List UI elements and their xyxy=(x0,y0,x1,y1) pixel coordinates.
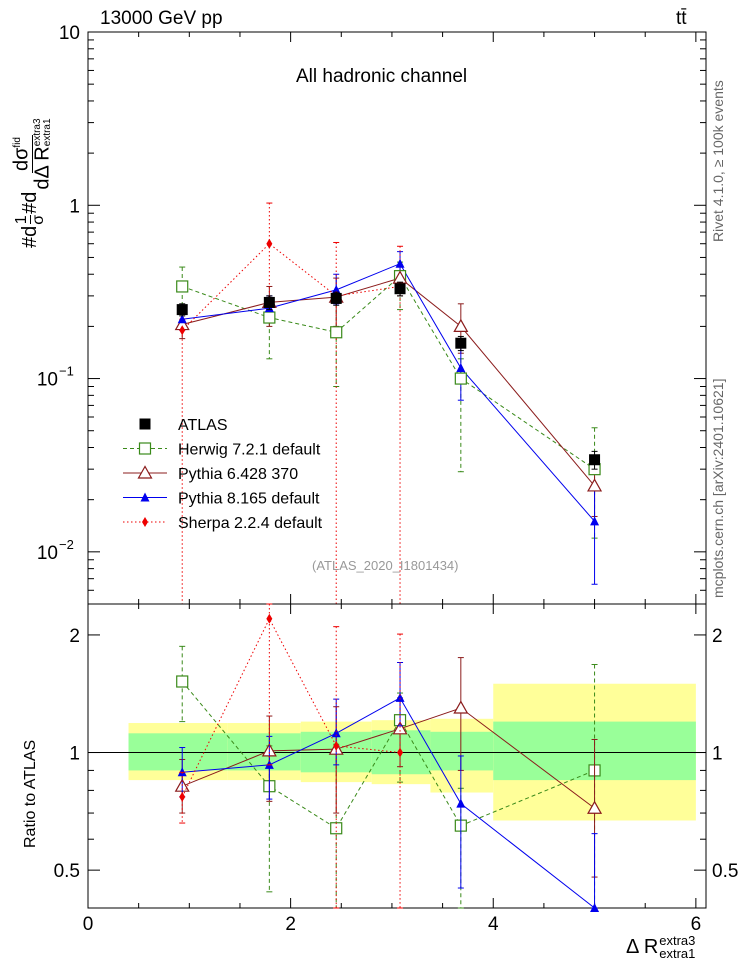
ylabel-num: dσ xyxy=(10,147,33,172)
ratio-y-axis-label: Ratio to ATLAS xyxy=(22,739,39,848)
ratio-axes-box xyxy=(87,603,707,909)
ylabel-den: dΔ R xyxy=(30,146,53,190)
legend-entry-sherpa-2-2-4-default: Sherpa 2.2.4 default xyxy=(123,515,323,532)
sherpa-2-2-4-default-line xyxy=(181,243,401,331)
pythia-6-428-370-ratio-point xyxy=(392,721,408,735)
legend-label: Pythia 6.428 370 xyxy=(178,466,298,483)
ratio-plot-frame xyxy=(87,603,707,912)
main-plot-frame xyxy=(87,31,707,605)
pythia-8-165-default-ratio-line xyxy=(182,697,595,909)
herwig-7-2-1-default-line xyxy=(182,275,595,470)
y-tick-exponent: −2 xyxy=(59,537,74,552)
ylabel-mid: #d xyxy=(18,191,41,214)
process-label: tt̄ xyxy=(676,8,687,29)
x-tick-label: 0 xyxy=(83,914,94,935)
herwig-7-2-1-default-point xyxy=(176,280,189,293)
ylabel-sigma: σ xyxy=(29,214,47,225)
legend-marker xyxy=(138,442,152,455)
legend-marker xyxy=(140,492,150,502)
analysis-tag: (ATLAS_2020_I1801434) xyxy=(312,558,459,573)
energy-label: 13000 GeV pp xyxy=(100,8,223,29)
chart-title: All hadronic channel xyxy=(296,66,468,87)
x-tick-label: 6 xyxy=(691,914,702,935)
rivet-label: Rivet 4.1.0, ≥ 100k events xyxy=(710,80,726,242)
stat-uncertainty-band xyxy=(128,733,228,771)
pythia-6-428-370-ratio-point xyxy=(587,800,603,814)
legend-label: ATLAS xyxy=(178,417,228,434)
pythia-8-165-default-line xyxy=(182,263,595,522)
x-axis-label: Δ R extra3 extra1 xyxy=(626,934,695,960)
x-tick-label: 2 xyxy=(285,914,296,935)
pythia-6-428-370-ratio-line xyxy=(182,707,595,809)
pythia-8-165-default-ratio-point xyxy=(456,798,466,808)
pythia-6-428-370-line xyxy=(182,277,595,487)
sherpa-2-2-4-default-ratio-point xyxy=(266,613,273,624)
herwig-7-2-1-default-point xyxy=(263,311,276,324)
y-tick-exponent: −1 xyxy=(59,364,74,379)
pythia-8-165-default-point xyxy=(590,516,600,526)
pythia-6-428-370-point xyxy=(453,318,469,332)
y-tick-label: 10 xyxy=(37,543,58,564)
atlas-data-point xyxy=(263,296,275,308)
sherpa-2-2-4-default-point xyxy=(266,238,273,249)
legend-marker xyxy=(137,465,153,479)
ylabel-pre: #d xyxy=(18,225,41,248)
herwig-7-2-1-default-point xyxy=(454,372,467,385)
pythia-8-165-default-point xyxy=(395,258,405,268)
ratio-y-tick-label: 0.5 xyxy=(54,861,80,882)
stat-uncertainty-band xyxy=(227,733,301,771)
x-tick-label: 4 xyxy=(488,914,499,935)
legend-label: Sherpa 2.2.4 default xyxy=(178,515,323,532)
xlabel-sup: extra3 xyxy=(659,933,696,948)
sherpa-2-2-4-default-ratio-point xyxy=(333,740,340,751)
atlas-data-point xyxy=(455,337,467,349)
pythia-8-165-default-ratio-point xyxy=(331,728,341,738)
ratio-y-tick-label: 1 xyxy=(69,744,80,765)
pythia-8-165-default-point xyxy=(177,314,187,324)
ratio-y-tick-label-right: 1 xyxy=(712,744,723,765)
mcplots-label: mcplots.cern.ch [arXiv:2401.10621] xyxy=(710,378,726,598)
xlabel-main: Δ R xyxy=(626,935,659,958)
ylabel-num-sup: fid xyxy=(12,137,23,148)
y-tick-label: 10 xyxy=(37,370,58,391)
sherpa-2-2-4-default-point xyxy=(179,325,186,336)
legend-marker xyxy=(139,418,151,430)
legend-entry-herwig-7-2-1-default: Herwig 7.2.1 default xyxy=(123,442,321,459)
ylabel-den-sub: extra1 xyxy=(41,118,53,147)
ratio-y-tick-label: 2 xyxy=(69,626,80,647)
ratio-y-tick-label-right: 0.5 xyxy=(712,861,738,882)
atlas-data-point xyxy=(176,304,188,316)
legend-marker xyxy=(142,517,148,527)
stat-uncertainty-band xyxy=(430,731,494,771)
sherpa-2-2-4-default-ratio-point xyxy=(179,791,186,802)
legend-entry-pythia-6-428-370: Pythia 6.428 370 xyxy=(123,465,298,483)
ylabel-frac1: 1 xyxy=(12,215,31,225)
y-tick-label: 10 xyxy=(59,23,80,44)
ratio-y-tick-label-right: 2 xyxy=(712,626,723,647)
pythia-6-428-370-ratio-point xyxy=(453,700,469,714)
legend-label: Pythia 8.165 default xyxy=(178,491,320,508)
legend-entry-pythia-8-165-default: Pythia 8.165 default xyxy=(123,491,320,508)
pythia-8-165-default-point xyxy=(456,363,466,373)
atlas-data-point xyxy=(589,454,601,466)
pythia-8-165-default-ratio-point xyxy=(590,903,600,912)
herwig-7-2-1-default-point xyxy=(330,326,343,339)
legend-entry-atlas: ATLAS xyxy=(139,417,228,434)
atlas-data-point xyxy=(394,283,406,295)
pythia-8-165-default-ratio-point xyxy=(395,692,405,702)
pythia-8-165-default-point xyxy=(331,284,341,294)
atlas-data-point xyxy=(330,292,342,304)
pythia-6-428-370-point xyxy=(587,478,603,492)
y-tick-label: 1 xyxy=(69,196,80,217)
herwig-7-2-1-default-ratio-line xyxy=(181,681,595,829)
herwig-7-2-1-default-ratio-point xyxy=(176,675,189,688)
sherpa-2-2-4-default-ratio-point xyxy=(397,747,404,758)
xlabel-sub: extra1 xyxy=(659,946,696,961)
legend-label: Herwig 7.2.1 default xyxy=(178,442,321,459)
